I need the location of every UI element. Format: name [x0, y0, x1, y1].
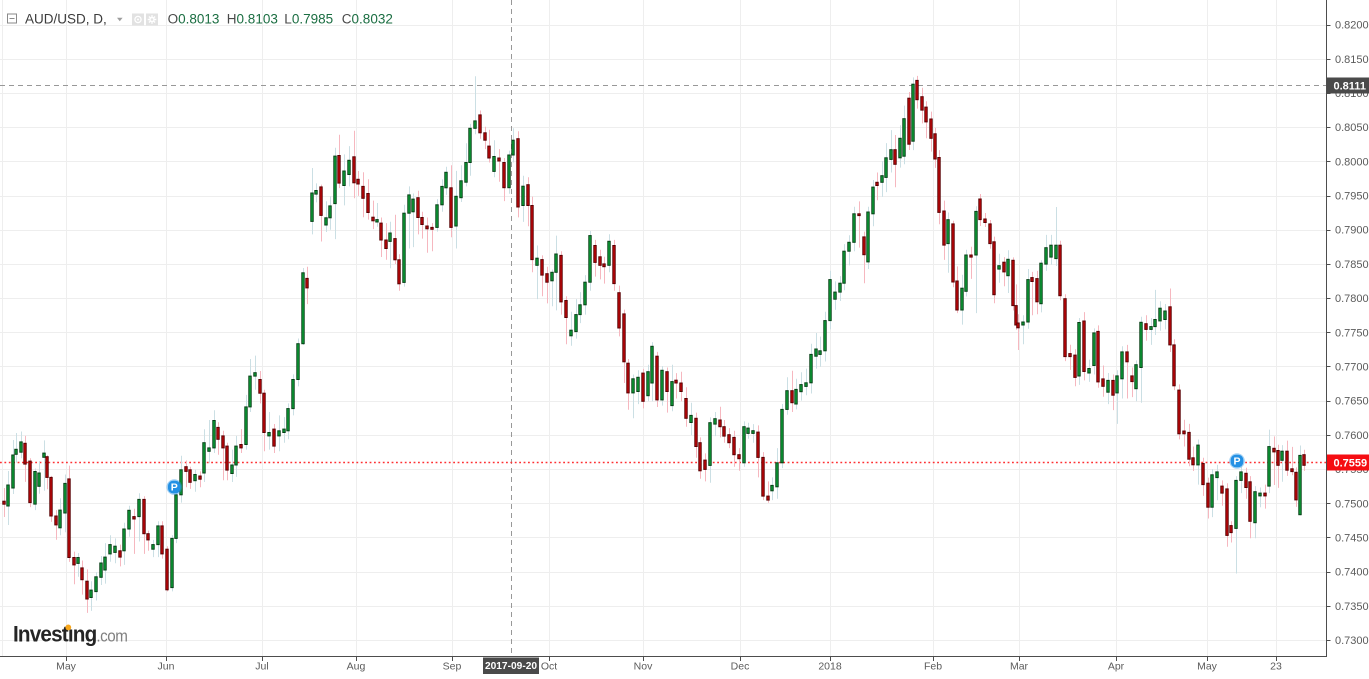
svg-text:0.8150: 0.8150 [1335, 54, 1369, 66]
svg-text:0.7900: 0.7900 [1335, 225, 1369, 237]
svg-text:Aug: Aug [347, 661, 366, 673]
svg-text:0.7350: 0.7350 [1335, 601, 1369, 613]
svg-text:May: May [1197, 661, 1218, 673]
svg-text:P: P [1233, 456, 1240, 468]
svg-text:Sep: Sep [443, 661, 462, 673]
svg-text:0.7400: 0.7400 [1335, 567, 1369, 579]
svg-text:Nov: Nov [634, 661, 653, 673]
svg-text:0.7750: 0.7750 [1335, 327, 1369, 339]
svg-text:0.7559: 0.7559 [1334, 458, 1368, 470]
svg-text:Oct: Oct [541, 661, 557, 673]
svg-text:0.7650: 0.7650 [1335, 396, 1369, 408]
svg-text:0.7500: 0.7500 [1335, 498, 1369, 510]
svg-text:Jun: Jun [158, 661, 175, 673]
svg-text:May: May [56, 661, 77, 673]
svg-text:L0.7985: L0.7985 [284, 12, 333, 27]
svg-text:Feb: Feb [924, 661, 942, 673]
svg-text:O0.8013: O0.8013 [168, 12, 220, 27]
svg-text:23: 23 [1270, 661, 1282, 673]
svg-text:2018: 2018 [818, 661, 842, 673]
svg-text:P: P [171, 482, 178, 494]
svg-text:0.7700: 0.7700 [1335, 362, 1369, 374]
svg-text:0.8000: 0.8000 [1335, 156, 1369, 168]
svg-text:0.8200: 0.8200 [1335, 20, 1369, 32]
svg-text:H0.8103: H0.8103 [227, 12, 278, 27]
svg-text:0.7800: 0.7800 [1335, 293, 1369, 305]
svg-text:0.7950: 0.7950 [1335, 191, 1369, 203]
svg-text:0.7850: 0.7850 [1335, 259, 1369, 271]
svg-text:C0.8032: C0.8032 [342, 12, 393, 27]
svg-text:Dec: Dec [731, 661, 750, 673]
svg-text:Mar: Mar [1010, 661, 1029, 673]
svg-text:0.8111: 0.8111 [1334, 81, 1366, 93]
svg-text:0.7600: 0.7600 [1335, 430, 1369, 442]
svg-text:AUD/USD, D,: AUD/USD, D, [25, 12, 107, 27]
svg-text:0.7300: 0.7300 [1335, 635, 1369, 647]
svg-text:Jul: Jul [255, 661, 268, 673]
svg-text:0.7450: 0.7450 [1335, 532, 1369, 544]
svg-text:2017-09-20: 2017-09-20 [485, 661, 537, 672]
svg-text:Apr: Apr [1108, 661, 1125, 673]
svg-text:0.8050: 0.8050 [1335, 122, 1369, 134]
